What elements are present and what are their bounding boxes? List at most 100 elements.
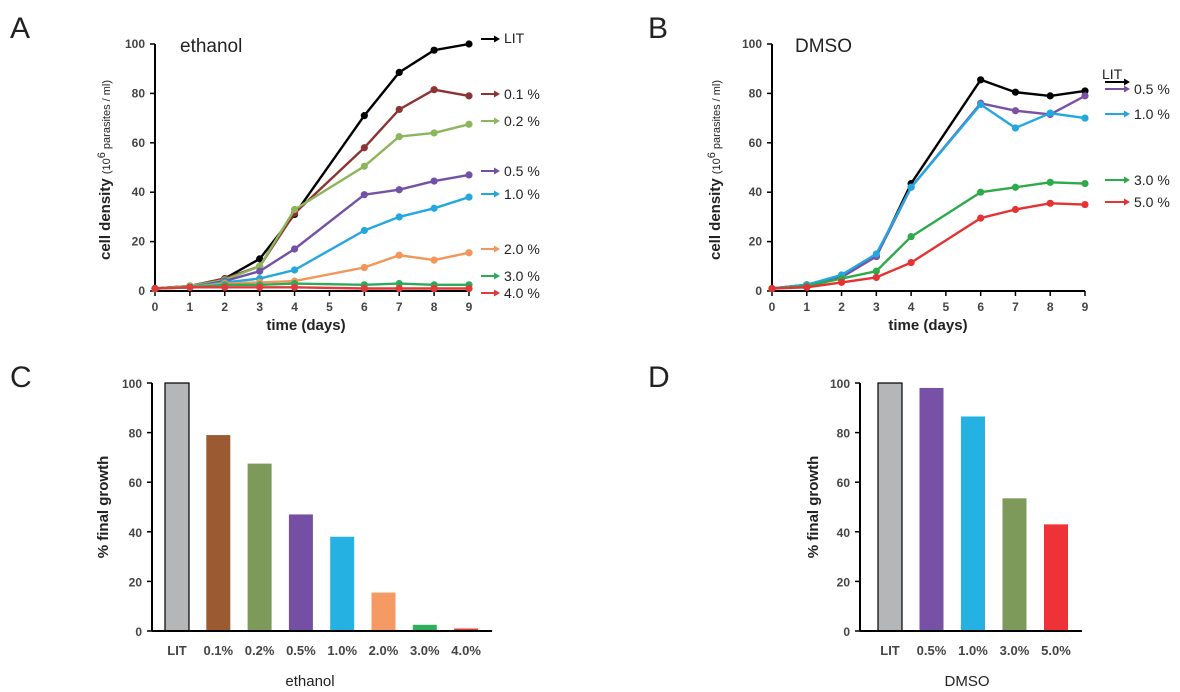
series-line-3-0 <box>771 181 1086 290</box>
series-line-1-0 <box>771 103 1086 290</box>
category-label: 3.0% <box>1000 643 1030 658</box>
data-point <box>290 283 299 291</box>
data-point <box>430 129 438 137</box>
category-label: 1.0% <box>327 643 357 658</box>
data-point <box>907 258 915 267</box>
chart-title-dmso: DMSO <box>795 36 852 57</box>
series-label: 0.5 % <box>504 163 540 179</box>
bar-3.0pct <box>412 624 437 631</box>
category-label: LIT <box>167 643 187 658</box>
y-tick-label: 100 <box>122 377 142 391</box>
x-tick-label: 2 <box>221 300 228 314</box>
y-axis-title-a-sup: 6 <box>96 152 108 158</box>
y-tick-label: 40 <box>132 185 146 199</box>
data-point <box>1081 87 1089 95</box>
data-point <box>360 191 368 199</box>
y-tick-label: 60 <box>837 476 851 490</box>
data-point <box>360 112 368 120</box>
data-point <box>360 226 368 235</box>
panel-letter-b: B <box>648 12 668 45</box>
y-tick-label: 0 <box>843 625 850 639</box>
x-tick-label: 8 <box>431 300 438 314</box>
data-point <box>1011 205 1020 214</box>
series-label: 0.1 % <box>504 86 540 102</box>
data-point <box>395 284 403 293</box>
bar-0.2pct <box>247 463 272 631</box>
series-arrowhead <box>494 35 500 43</box>
x-tick-label: 1 <box>803 300 810 314</box>
x-tick-label: 0 <box>769 300 776 314</box>
series-label: 5.0 % <box>1134 194 1170 210</box>
y-tick-label: 100 <box>742 37 762 51</box>
bar-LIT <box>164 382 190 632</box>
data-point <box>256 255 264 263</box>
data-point <box>430 177 438 185</box>
data-point <box>977 100 985 109</box>
series-label: 3.0 % <box>1134 172 1170 188</box>
bar-2.0pct <box>371 592 396 631</box>
data-point <box>221 283 229 291</box>
data-point <box>1081 200 1089 209</box>
data-point <box>907 233 915 241</box>
data-point <box>256 283 264 291</box>
data-point <box>395 105 403 114</box>
data-point <box>1046 92 1054 100</box>
y-axis-title-b-sup: 6 <box>706 152 718 158</box>
data-point <box>395 133 403 141</box>
data-point <box>430 284 438 293</box>
data-point <box>803 283 811 291</box>
bar-chart-dmso: DMSO % final growth LIT 0.5% 1.0% 3.0% 5.0% 0… <box>805 377 1082 690</box>
bar-0.5pct <box>288 514 313 631</box>
category-label: 2.0% <box>369 643 399 658</box>
y-tick-label: 40 <box>749 185 763 199</box>
y-tick-label: 20 <box>837 575 851 589</box>
data-point <box>1081 114 1089 122</box>
data-point <box>256 267 264 275</box>
data-point <box>907 183 915 191</box>
series-arrowhead <box>1124 78 1130 86</box>
data-point <box>1011 124 1020 132</box>
data-point <box>1046 199 1054 207</box>
category-label: 0.2% <box>245 643 275 658</box>
data-point <box>360 284 368 293</box>
x-tick-label: 8 <box>1047 300 1054 314</box>
y-tick-label: 80 <box>132 86 146 100</box>
y-tick-label: 20 <box>129 575 143 589</box>
y-tick-label: 80 <box>129 427 143 441</box>
x-tick-label: 0 <box>152 300 159 314</box>
y-tick-label: 20 <box>132 235 146 249</box>
y-axis-title-a: cell density (106 parasites / ml) <box>96 80 114 260</box>
series-arrowhead <box>1124 176 1130 184</box>
category-label: LIT <box>880 643 900 658</box>
data-point <box>872 273 880 282</box>
bar-0.1pct <box>206 435 231 631</box>
y-axis-title-b: cell density (106 parasites / ml) <box>706 80 724 260</box>
y-axis-title-a-main: cell density <box>97 174 114 260</box>
data-point <box>465 249 473 257</box>
series-line-5-0 <box>771 202 1086 290</box>
data-point <box>1011 183 1020 191</box>
series-label: 0.5 % <box>1134 81 1170 97</box>
data-point <box>977 214 985 222</box>
y-axis-title-c: % final growth <box>95 456 112 559</box>
bar-3.0pct <box>1002 498 1027 631</box>
y-axis-title-b-paren: (10 <box>711 158 723 174</box>
y-tick-label: 100 <box>830 377 850 391</box>
series-line-0-5 <box>154 173 470 290</box>
bar-5.0pct <box>1044 524 1068 631</box>
x-axis-title-d: DMSO <box>945 673 990 690</box>
data-point <box>872 267 880 275</box>
y-axis-title-a-rest: parasites / ml) <box>101 80 113 152</box>
y-tick-label: 80 <box>837 427 851 441</box>
data-point <box>395 186 403 194</box>
x-tick-label: 6 <box>977 300 984 314</box>
data-point <box>837 278 846 286</box>
series-label: 1.0 % <box>1134 106 1170 122</box>
x-tick-label: 9 <box>466 300 473 314</box>
x-axis-title-a: time (days) <box>266 317 345 334</box>
x-tick-label: 7 <box>396 300 403 314</box>
line-chart-ethanol: ethanol time (days) cell density (106 pa… <box>96 30 540 334</box>
x-tick-label: 4 <box>291 300 298 314</box>
data-point <box>1081 92 1089 100</box>
